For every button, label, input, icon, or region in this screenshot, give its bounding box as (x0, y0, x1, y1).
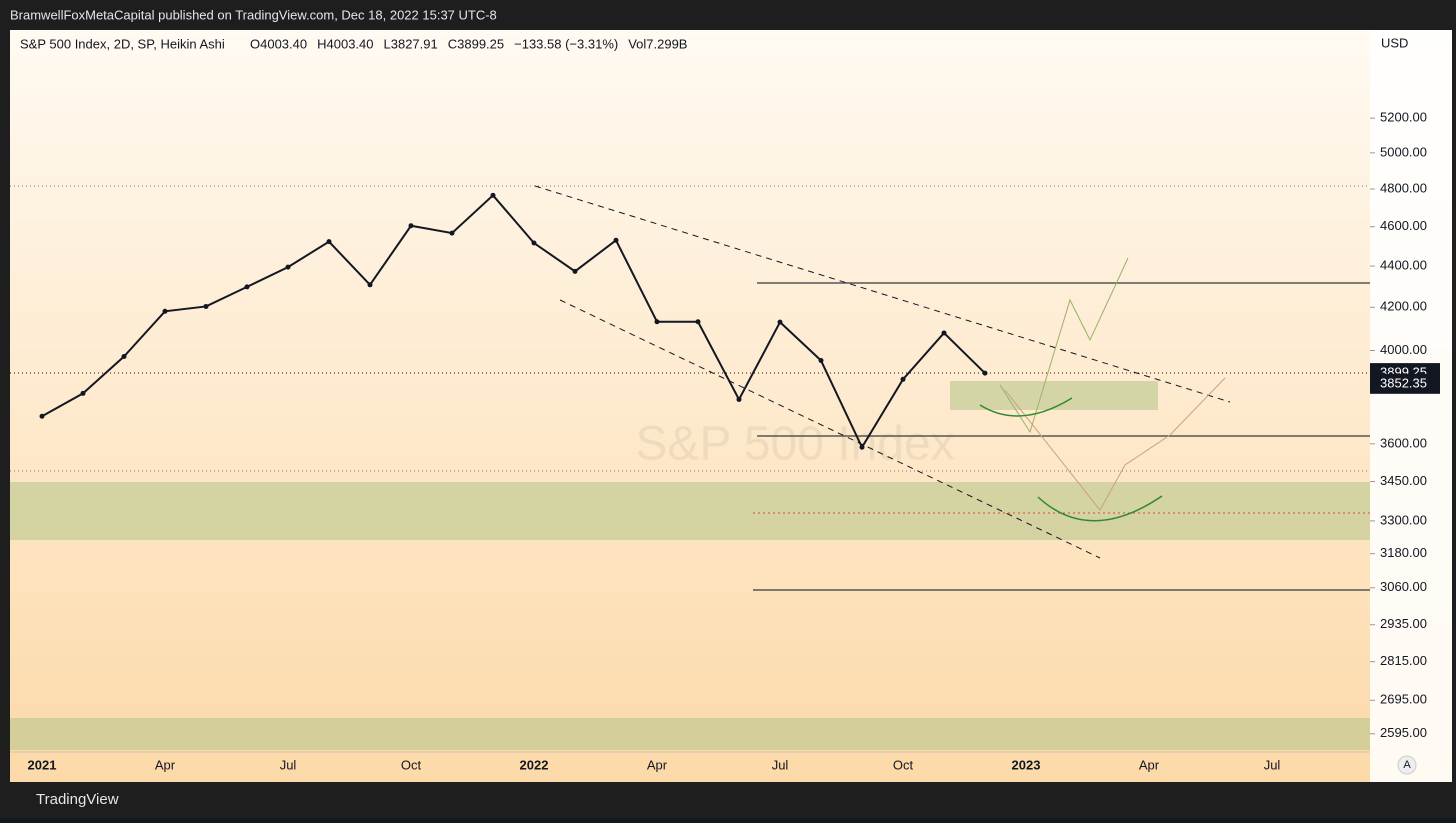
price-label: 3852.35 (1380, 375, 1427, 390)
price-point (572, 268, 578, 274)
y-tick-label: 2695.00 (1380, 692, 1427, 707)
y-tick-label: 3060.00 (1380, 579, 1427, 594)
watermark: S&P 500 Index (635, 418, 954, 471)
price-point (982, 370, 988, 376)
legend-item: O4003.40 (250, 36, 307, 51)
x-tick-label: 2022 (520, 757, 549, 772)
price-point (285, 264, 291, 270)
x-tick-label: Oct (893, 757, 914, 772)
price-point (818, 358, 824, 364)
price-point (39, 413, 45, 419)
y-tick-label: 2935.00 (1380, 616, 1427, 631)
legend-item: C3899.25 (448, 36, 504, 51)
zone (10, 482, 1370, 540)
y-tick-label: 4600.00 (1380, 218, 1427, 233)
price-point (244, 284, 250, 290)
trend-line (559, 299, 1101, 559)
price-point (408, 223, 414, 229)
legend-item: L3827.91 (384, 36, 438, 51)
price-point (695, 319, 701, 325)
x-tick-label: Apr (1139, 757, 1160, 772)
arrow (1037, 495, 1163, 522)
y-tick-label: 4800.00 (1380, 180, 1427, 195)
price-point (80, 390, 86, 396)
price-point (777, 319, 783, 325)
trend-line (534, 185, 1231, 403)
y-tick-label: 2815.00 (1380, 653, 1427, 668)
price-point (203, 303, 209, 309)
price-point (736, 396, 742, 402)
publisher-line: BramwellFoxMetaCapital published on Trad… (10, 7, 497, 22)
currency: USD (1381, 35, 1408, 50)
legend-item: Vol7.299B (628, 36, 687, 51)
x-tick-label: Jul (1264, 757, 1281, 772)
plot (39, 192, 988, 450)
y-tick-label: 3300.00 (1380, 512, 1427, 527)
price-point (941, 330, 947, 336)
y-tick-label: 5000.00 (1380, 144, 1427, 159)
projection (1004, 377, 1226, 511)
arrow (979, 397, 1073, 417)
zone (950, 381, 1158, 410)
x-tick-label: 2021 (28, 757, 57, 772)
price-point (654, 319, 660, 325)
price-line (41, 193, 986, 450)
price-label-box (1370, 373, 1440, 394)
y-tick-label: 2595.00 (1380, 725, 1427, 740)
price-point (859, 444, 865, 450)
price-axis (1370, 30, 1452, 782)
x-tick-label: Jul (280, 757, 297, 772)
y-tick-label: 4200.00 (1380, 299, 1427, 314)
brand: TradingView (36, 791, 119, 808)
price-point (121, 354, 127, 360)
price-point (531, 240, 537, 246)
price-point (326, 239, 332, 245)
scale-button-label[interactable]: A (1403, 759, 1411, 771)
legend-item: H4003.40 (317, 36, 373, 51)
x-tick-label: Jul (772, 757, 789, 772)
x-tick-label: Oct (401, 757, 422, 772)
price-point (900, 376, 906, 382)
y-tick-label: 3180.00 (1380, 545, 1427, 560)
x-tick-label: Apr (647, 757, 668, 772)
y-tick-label: 3600.00 (1380, 435, 1427, 450)
x-tick-label: 2023 (1012, 757, 1041, 772)
y-tick-label: 4400.00 (1380, 258, 1427, 273)
x-tick-label: Apr (155, 757, 176, 772)
legend: O4003.40 H4003.40 L3827.91 C3899.25 −133.58 … (250, 36, 687, 51)
price-point (367, 282, 373, 288)
price-point (490, 192, 496, 198)
legend-item: −133.58 (−3.31%) (514, 36, 618, 51)
y-tick-label: 5200.00 (1380, 110, 1427, 125)
y-tick-label: 4000.00 (1380, 342, 1427, 357)
zone (10, 718, 1370, 750)
symbol-title: S&P 500 Index, 2D, SP, Heikin Ashi (20, 36, 225, 51)
price-point (162, 308, 168, 314)
chart-panel (10, 30, 1452, 782)
scale-button[interactable] (1397, 755, 1417, 775)
drawings (10, 185, 1370, 750)
y-tick-label: 3450.00 (1380, 473, 1427, 488)
price-point (449, 230, 455, 236)
price-point (613, 237, 619, 243)
